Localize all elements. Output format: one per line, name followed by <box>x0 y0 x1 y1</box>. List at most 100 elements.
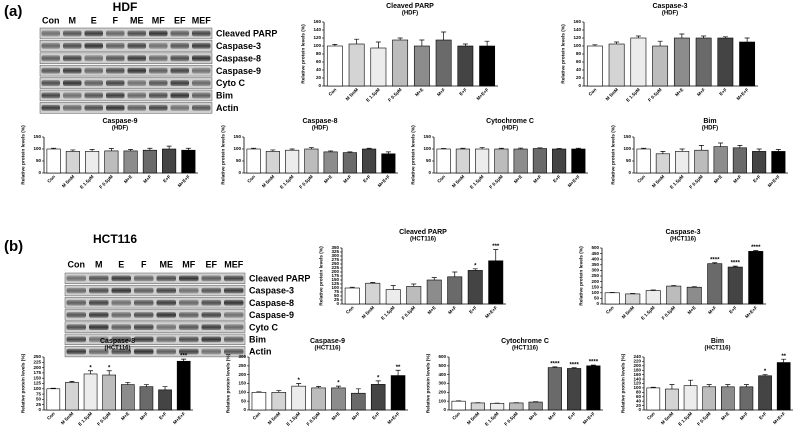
error-bar <box>472 268 478 271</box>
y-tick-label: 250 <box>33 354 41 359</box>
y-tick-label: 225 <box>331 265 339 270</box>
blot-band <box>106 55 125 62</box>
x-tick-label: Con <box>636 174 646 184</box>
blot-band <box>89 348 109 355</box>
blot-band <box>41 80 60 86</box>
error-bar <box>744 37 750 42</box>
error-bar <box>128 149 134 151</box>
protein-label: Caspase-8 <box>216 53 261 63</box>
x-tick-label: Con <box>588 87 598 97</box>
x-tick-label: F 0.5μM <box>401 305 417 321</box>
blot-band <box>224 287 244 294</box>
y-tick-label: 0 <box>596 301 599 306</box>
blot-band <box>66 348 86 355</box>
blot-band <box>224 324 244 330</box>
y-axis-label: Relative protein levels (%) <box>20 125 26 185</box>
chart-subtitle: (HCT116) <box>104 346 130 352</box>
error-bar <box>743 384 749 387</box>
bar <box>646 387 661 411</box>
bar <box>120 384 135 411</box>
x-tick-label: M+F <box>732 174 742 184</box>
blot-band <box>149 42 168 49</box>
blot-band <box>41 55 60 62</box>
blot-band <box>106 42 125 49</box>
error-bar <box>308 147 314 149</box>
protein-label: Actin <box>249 347 272 357</box>
x-tick-label: M+E <box>323 174 333 184</box>
x-tick-label: E+F <box>371 411 381 421</box>
blot-strip <box>64 309 246 321</box>
bar <box>139 386 154 411</box>
chart-title: Caspase-8 <box>302 118 337 125</box>
blot-band <box>224 275 244 282</box>
y-tick-label: 150 <box>33 134 41 139</box>
blot-band <box>106 104 125 111</box>
blot-band <box>192 30 211 37</box>
x-tick-label: M+E <box>528 411 538 421</box>
blot-band <box>84 92 103 99</box>
y-tick-label: 75 <box>36 391 42 396</box>
error-bar <box>484 40 490 46</box>
error-bar <box>660 151 666 154</box>
x-tick-label: M+E <box>120 411 130 421</box>
y-tick-label: 50 <box>241 398 247 403</box>
y-tick-label: 25 <box>334 297 340 302</box>
blot-band <box>127 104 146 111</box>
chart-title: Cytochrome C <box>501 338 549 345</box>
protein-label: Caspase-3 <box>216 41 261 51</box>
lane-label: MF <box>182 259 195 269</box>
bar <box>158 389 172 411</box>
y-tick-label: 50 <box>334 293 340 298</box>
y-tick-label: 150 <box>33 375 41 380</box>
significance-label: * <box>89 365 92 371</box>
y-tick-label: 40 <box>576 67 582 72</box>
protein-label: Actin <box>216 103 239 113</box>
lane-label: E <box>91 15 97 25</box>
y-tick-label: 200 <box>33 365 41 370</box>
y-tick-label: 500 <box>591 245 599 250</box>
significance-label: * <box>377 375 380 381</box>
blot-band <box>134 348 154 355</box>
blot-band <box>156 336 176 343</box>
blot-band <box>192 104 211 111</box>
blot-band <box>156 287 176 294</box>
lane-label: ME <box>130 15 144 25</box>
x-tick-label: M+E <box>414 87 424 97</box>
chart-subtitle: (HDF) <box>702 126 718 132</box>
y-tick-label: 300 <box>331 253 339 258</box>
blot-band <box>63 104 82 111</box>
error-bar <box>722 36 728 38</box>
y-tick-label: 100 <box>238 390 246 395</box>
blot-band <box>106 80 125 86</box>
bar <box>436 148 451 174</box>
x-tick-label: Con <box>436 174 446 184</box>
y-tick-label: 50 <box>236 158 242 163</box>
significance-label: ** <box>781 354 786 360</box>
bar <box>739 386 754 411</box>
error-bar <box>395 369 401 376</box>
blot-band <box>134 275 154 282</box>
blot-band <box>111 348 131 355</box>
error-bar <box>718 142 724 147</box>
blot-band <box>84 80 103 86</box>
error-bar <box>698 145 704 151</box>
bar <box>344 287 360 305</box>
significance-label: *** <box>180 354 188 360</box>
x-tick-label: E 1.5μM <box>285 411 301 427</box>
blot-strip <box>39 40 213 52</box>
blot-band <box>111 299 131 306</box>
blot-strip <box>64 333 246 345</box>
blot-band <box>170 67 189 74</box>
y-axis-label: Relative protein levels (%) <box>610 125 616 185</box>
bar <box>323 151 338 174</box>
blot-band <box>41 104 60 111</box>
bar <box>748 251 764 305</box>
x-tick-label: M 5mM <box>466 411 481 426</box>
blot-band <box>63 55 82 62</box>
blot-strip <box>39 77 213 89</box>
bar <box>271 392 287 411</box>
blot-band <box>89 299 109 306</box>
y-tick-label: 600 <box>438 354 446 359</box>
y-tick-label: 100 <box>438 398 446 403</box>
y-tick-label: 225 <box>33 359 41 364</box>
